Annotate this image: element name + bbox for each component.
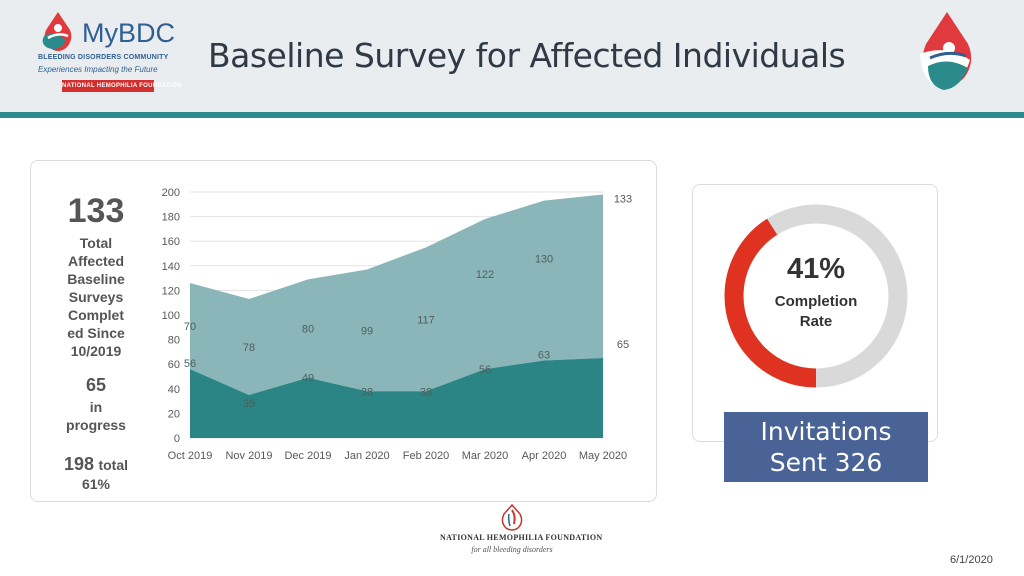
y-tick-label: 100: [162, 310, 180, 322]
data-label-lower: 38: [420, 386, 432, 398]
mybdc-logo: MyBDC BLEEDING DISORDERS COMMUNITY Exper…: [36, 10, 186, 96]
y-tick-label: 160: [162, 236, 180, 248]
data-label-lower: 56: [479, 364, 491, 376]
total-count: 198: [63, 454, 95, 474]
y-tick-label: 140: [162, 261, 180, 273]
in-progress-label-line: progress: [66, 417, 126, 433]
area-series-lower: [190, 358, 603, 438]
completed-label-line: Surveys: [68, 289, 124, 305]
x-tick-label: Mar 2020: [462, 450, 508, 462]
y-tick-label: 40: [168, 384, 180, 396]
data-label-upper: 133: [614, 193, 632, 205]
invitations-line-2: Sent 326: [769, 448, 883, 477]
total-line: 198 total: [34, 454, 158, 475]
completed-label-line: Affected: [67, 253, 124, 269]
logo-tagline: Experiences Impacting the Future: [38, 65, 158, 74]
completion-label: Completion Rate: [774, 293, 858, 330]
completed-label-line: 10/2019: [70, 343, 122, 359]
data-label-lower: 65: [617, 339, 629, 351]
data-label-lower: 56: [184, 358, 196, 370]
nhf-logo: NATIONAL HEMOPHILIA FOUNDATION for all b…: [440, 504, 603, 558]
y-tick-label: 200: [162, 187, 180, 199]
total-percent: 61%: [81, 476, 111, 492]
y-tick-label: 180: [162, 212, 180, 224]
stacked-area-chart: 0 20 40 60 80 100 120 140 160 180 200 Oct 2019 Nov 2…: [162, 187, 633, 462]
data-label-upper: 130: [535, 254, 553, 266]
slide-date: 6/1/2020: [950, 554, 993, 566]
completed-label-line: Total: [79, 235, 113, 251]
nhf-emblem-icon: [501, 504, 523, 531]
y-tick-label: 80: [168, 335, 180, 347]
logo-badge: NATIONAL HEMOPHILIA FOUNDATION: [62, 80, 181, 92]
x-tick-label: Oct 2019: [168, 450, 213, 462]
y-tick-label: 120: [162, 285, 180, 297]
drop-logo-icon: [920, 12, 972, 90]
mybdc-drop-icon: [42, 12, 72, 51]
nhf-tagline: for all bleeding disorders: [471, 545, 553, 554]
x-tick-label: Nov 2019: [225, 450, 272, 462]
completed-label: Total Affected Baseline Surveys Complet …: [34, 234, 158, 360]
in-progress-label-line: in: [89, 399, 103, 415]
data-label-upper: 70: [184, 321, 196, 333]
y-tick-label: 20: [168, 408, 180, 420]
invitations-line-1: Invitations: [760, 417, 892, 446]
data-label-lower: 35: [243, 398, 255, 410]
header-accent-bar: [0, 112, 1024, 118]
data-label-lower: 49: [302, 373, 314, 385]
x-tick-label: Jan 2020: [344, 450, 389, 462]
completed-count: 133: [67, 192, 125, 230]
logo-subtitle: BLEEDING DISORDERS COMMUNITY: [38, 54, 169, 61]
in-progress-count: 65: [85, 375, 107, 395]
page-title: Baseline Survey for Affected Individuals: [208, 36, 846, 75]
in-progress-label: in progress: [34, 398, 158, 434]
data-label-upper: 117: [417, 314, 435, 326]
data-label-lower: 63: [538, 350, 550, 362]
x-tick-label: Apr 2020: [522, 450, 567, 462]
x-tick-label: May 2020: [579, 450, 627, 462]
y-tick-label: 60: [168, 359, 180, 371]
completed-label-line: Complet: [68, 307, 124, 323]
header-band: MyBDC BLEEDING DISORDERS COMMUNITY Exper…: [0, 0, 1024, 112]
completed-label-line: Baseline: [67, 271, 125, 287]
total-word: total: [98, 457, 129, 473]
nhf-name: NATIONAL HEMOPHILIA FOUNDATION: [440, 533, 603, 542]
completed-label-line: ed Since: [67, 325, 125, 341]
invitations-box: Invitations Sent 326: [724, 412, 928, 482]
area-series-upper: [190, 194, 603, 395]
y-tick-label: 0: [174, 433, 180, 445]
logo-brand-text: MyBDC: [82, 18, 176, 48]
data-label-lower: 38: [361, 386, 373, 398]
x-tick-label: Feb 2020: [403, 450, 449, 462]
data-label-upper: 78: [243, 342, 255, 354]
data-label-upper: 80: [302, 324, 314, 336]
completion-percent: 41%: [786, 253, 846, 285]
data-label-upper: 122: [476, 269, 494, 281]
x-tick-label: Dec 2019: [284, 450, 331, 462]
donut-completed: [724, 204, 908, 388]
completion-donut: [724, 204, 908, 388]
data-label-upper: 99: [361, 325, 373, 337]
